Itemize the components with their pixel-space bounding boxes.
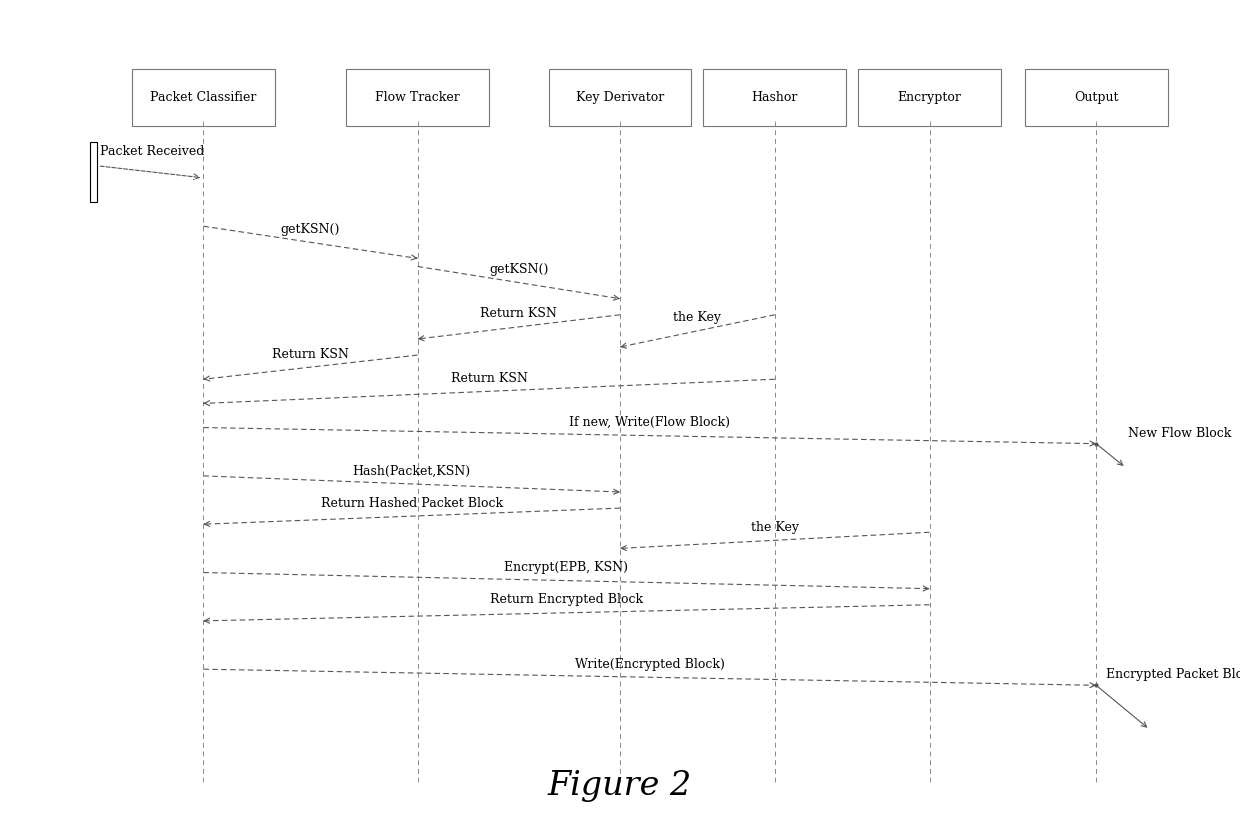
Text: Hashor: Hashor <box>751 91 797 104</box>
Text: Return Encrypted Block: Return Encrypted Block <box>490 593 644 607</box>
Text: Figure 2: Figure 2 <box>548 770 692 802</box>
Bar <box>91 142 98 202</box>
Text: Hash(Packet,KSN): Hash(Packet,KSN) <box>352 465 471 477</box>
Text: Encrypted Packet Block: Encrypted Packet Block <box>1106 669 1240 681</box>
Text: getKSN(): getKSN() <box>280 223 340 236</box>
Text: Packet Received: Packet Received <box>99 145 205 158</box>
FancyBboxPatch shape <box>131 69 275 126</box>
FancyBboxPatch shape <box>858 69 1001 126</box>
Text: New Flow Block: New Flow Block <box>1128 427 1231 440</box>
Text: the Key: the Key <box>750 521 799 534</box>
Text: Packet Classifier: Packet Classifier <box>150 91 257 104</box>
Text: Return KSN: Return KSN <box>272 347 348 361</box>
Text: Encryptor: Encryptor <box>898 91 961 104</box>
Text: Write(Encrypted Block): Write(Encrypted Block) <box>575 658 724 671</box>
FancyBboxPatch shape <box>703 69 846 126</box>
Text: Return Hashed Packet Block: Return Hashed Packet Block <box>321 497 502 510</box>
Text: Key Derivator: Key Derivator <box>575 91 665 104</box>
Text: Return KSN: Return KSN <box>480 307 557 320</box>
Text: Return KSN: Return KSN <box>450 372 527 385</box>
FancyBboxPatch shape <box>346 69 489 126</box>
Text: Encrypt(EPB, KSN): Encrypt(EPB, KSN) <box>505 561 629 574</box>
Text: If new, Write(Flow Block): If new, Write(Flow Block) <box>569 416 730 430</box>
Text: Output: Output <box>1074 91 1118 104</box>
Text: Flow Tracker: Flow Tracker <box>376 91 460 104</box>
FancyBboxPatch shape <box>548 69 692 126</box>
FancyBboxPatch shape <box>1024 69 1168 126</box>
Text: the Key: the Key <box>673 311 722 325</box>
Text: getKSN(): getKSN() <box>489 263 548 276</box>
